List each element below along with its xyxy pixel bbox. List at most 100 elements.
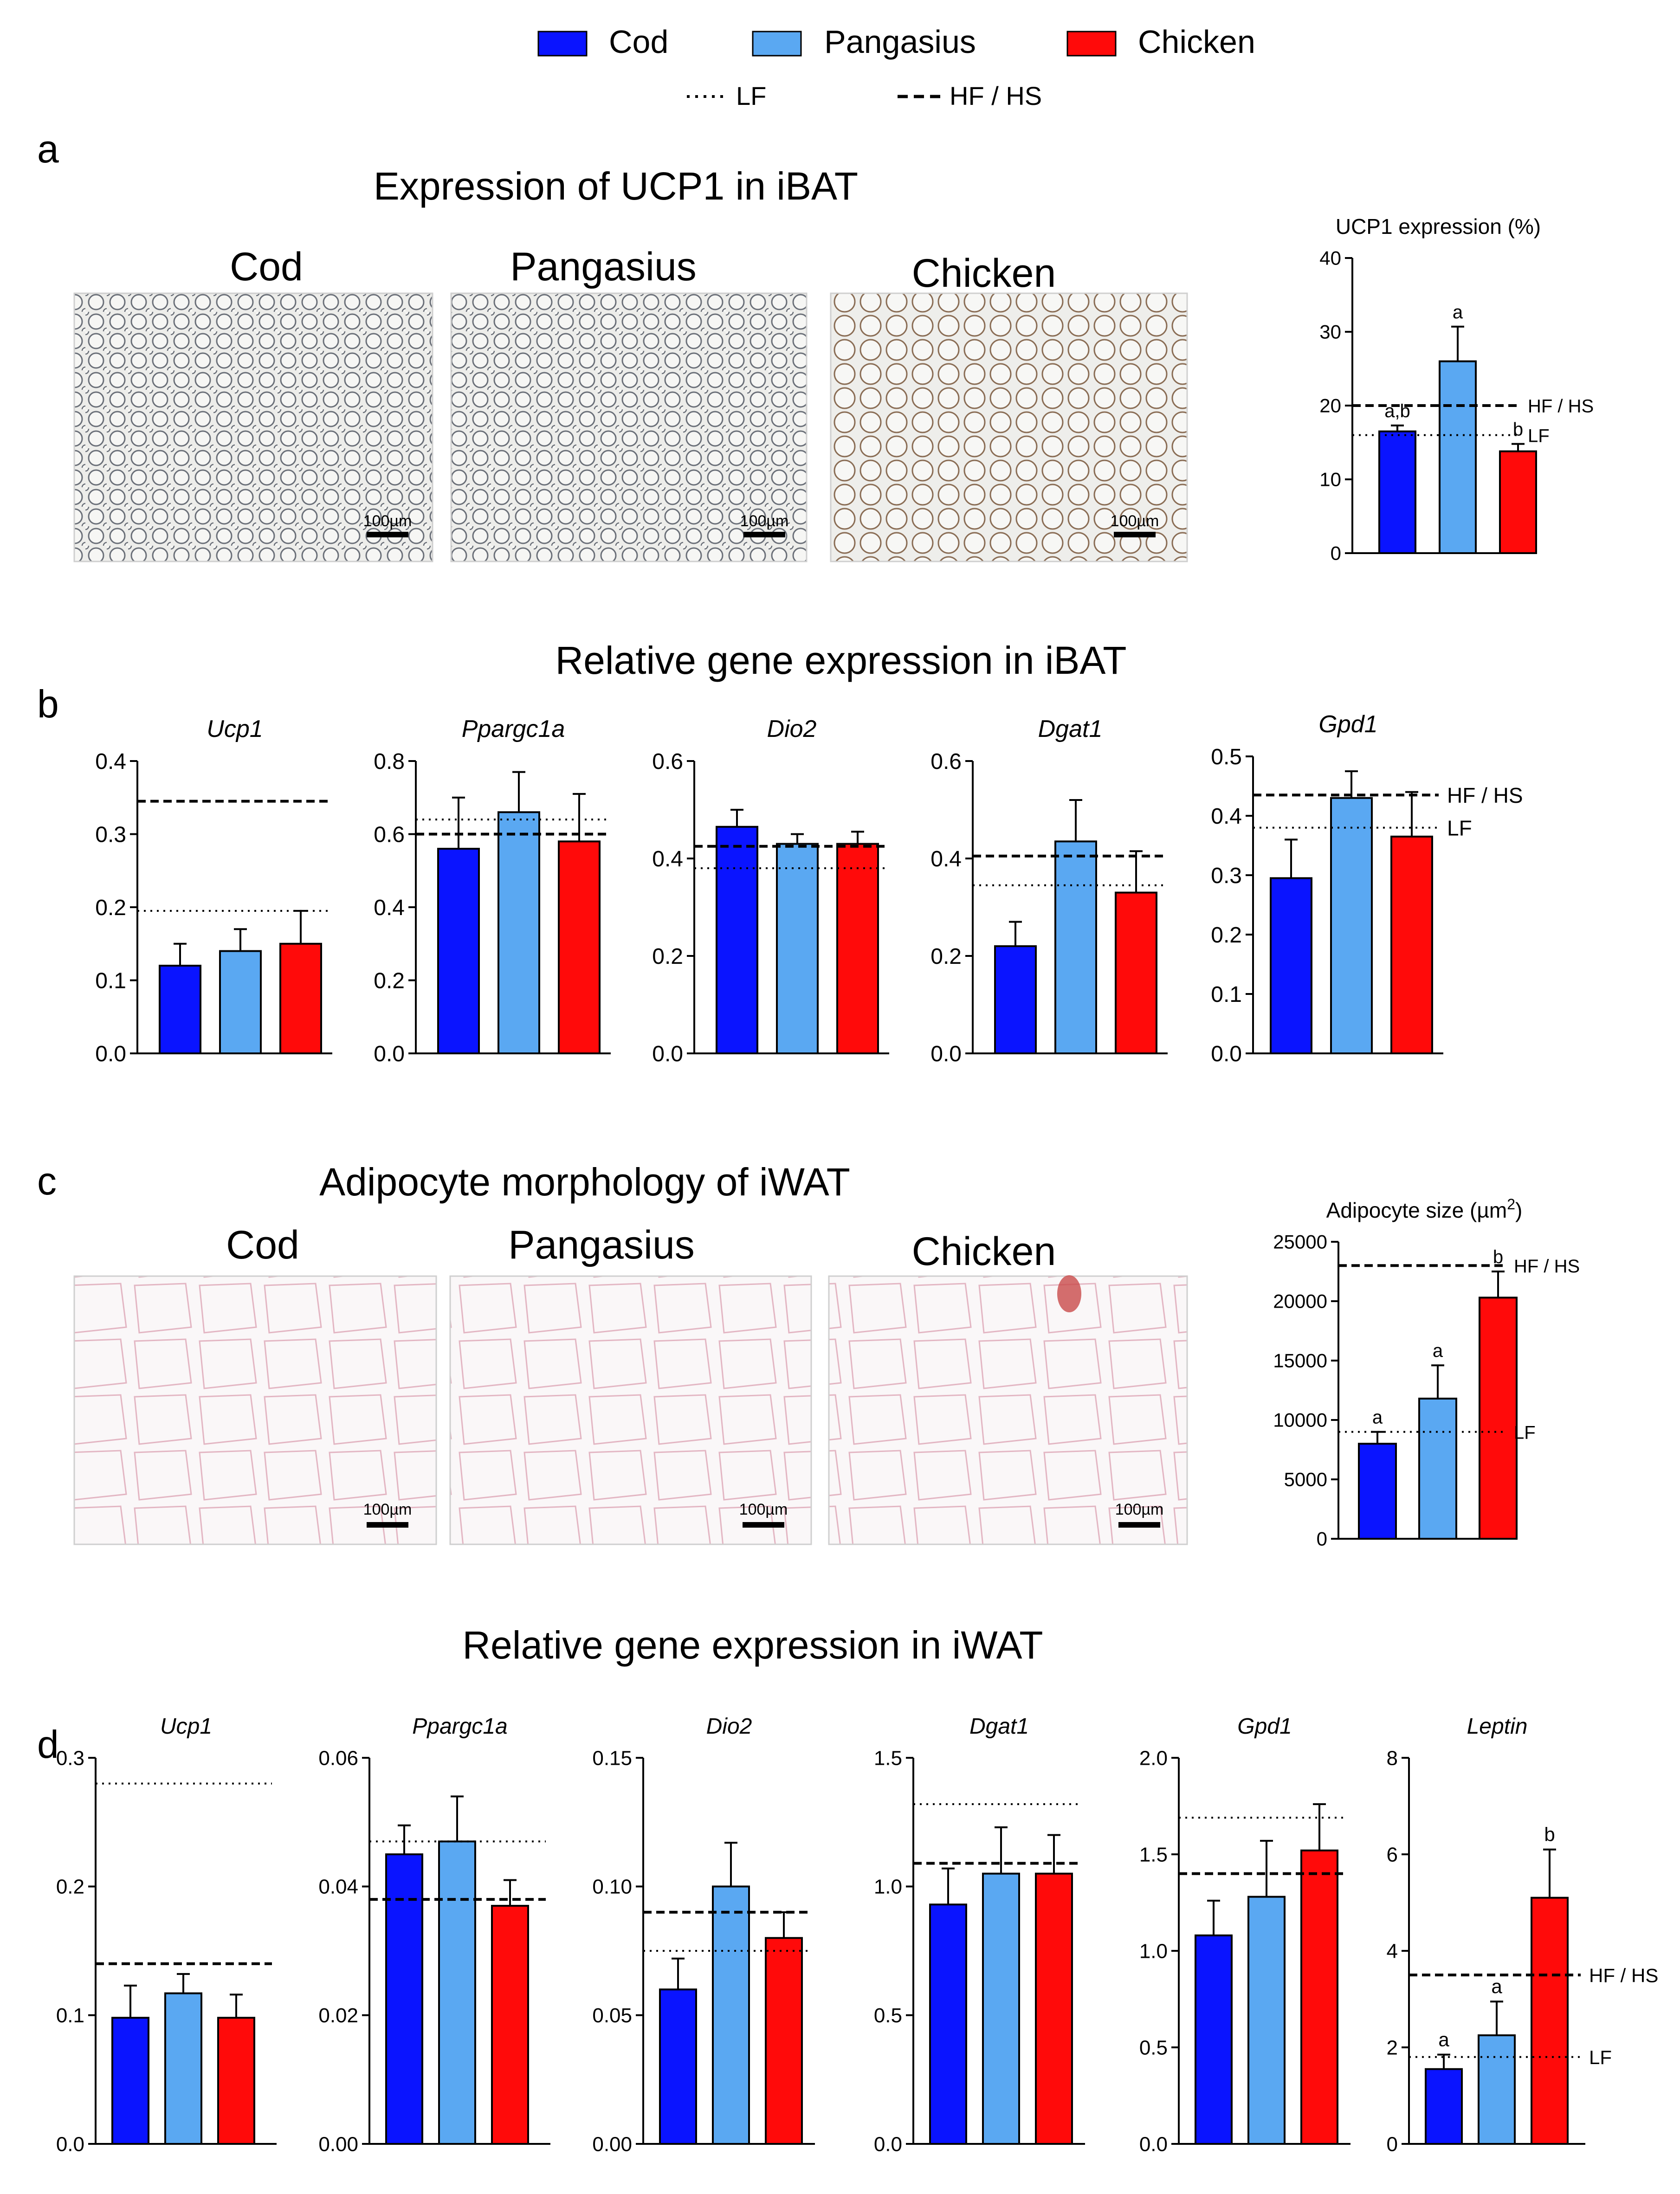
bar-chicken	[1115, 891, 1157, 1054]
y-tick-label: 8	[1387, 1747, 1398, 1769]
y-tick-label: 2.0	[1139, 1747, 1168, 1769]
bar-chicken	[217, 2017, 255, 2145]
legend-label-chicken: Chicken	[1138, 24, 1255, 60]
bar-pangasius	[982, 1872, 1020, 2145]
y-tick-label: 0.4	[930, 847, 962, 871]
chart-title: Dio2	[706, 1714, 752, 1739]
y-tick-label: 0.5	[874, 2004, 902, 2027]
reference-label-hfhs: HF / HS	[1514, 1256, 1580, 1277]
significance-label: a	[1372, 1407, 1383, 1428]
bar-chicken	[1531, 1897, 1569, 2145]
bar-chicken	[836, 843, 879, 1054]
y-tick-label: 1.5	[1139, 1843, 1168, 1866]
significance-label: b	[1544, 1824, 1555, 1846]
y-tick-label: 2	[1387, 2036, 1398, 2059]
bar-chicken	[491, 1904, 529, 2145]
bar-pangasius	[1054, 840, 1097, 1054]
chart-b-dio2: Dio2 0.0 0.2 0.4 0.6	[652, 716, 889, 1066]
photo-c-label-chicken: Chicken	[912, 1229, 1056, 1274]
y-tick-label: 4	[1387, 1940, 1398, 1962]
y-tick-label: 0.1	[56, 2004, 84, 2027]
bar-cod	[659, 1988, 697, 2145]
photo-c-label-pangasius: Pangasius	[508, 1223, 695, 1267]
y-tick-label: 15000	[1273, 1350, 1327, 1372]
y-tick-label: 0.2	[930, 944, 962, 969]
chart-title: Ucp1	[207, 716, 263, 742]
y-tick-label: 0.0	[930, 1042, 962, 1066]
chart-title: Ppargc1a	[412, 1714, 507, 1739]
histology-image-a-cod: 100µm	[73, 292, 433, 562]
legend: Cod Pangasius Chicken LF HF / HS	[537, 24, 1255, 110]
chart-title-superscript: 2	[1507, 1196, 1515, 1213]
significance-label: a	[1453, 302, 1463, 323]
bar-cod	[437, 848, 480, 1054]
y-tick-label: 0.5	[1211, 745, 1242, 769]
bar-pangasius	[438, 1840, 476, 2145]
y-tick-label: 1.0	[874, 1876, 902, 1898]
y-tick-label: 0.0	[652, 1042, 683, 1066]
y-tick-label: 0.0	[874, 2133, 902, 2155]
significance-label: a	[1433, 1341, 1443, 1361]
y-tick-label: 0.2	[374, 968, 405, 993]
chart-title: Ucp1	[160, 1714, 212, 1739]
legend-label-pangasius: Pangasius	[824, 24, 976, 60]
y-tick-label: 0.4	[652, 847, 683, 871]
reference-label-hfhs: HF / HS	[1528, 396, 1594, 417]
photo-a-label-chicken: Chicken	[912, 251, 1056, 296]
y-tick-label: 0.4	[1211, 804, 1242, 829]
panel-b-title: Relative gene expression in iBAT	[555, 639, 1126, 682]
bar-cod	[994, 945, 1037, 1054]
bar-chicken	[1479, 1297, 1518, 1540]
bar-chicken	[558, 840, 601, 1054]
y-tick-label: 20000	[1273, 1291, 1327, 1312]
chart-title: Ppargc1a	[462, 716, 565, 742]
histology-image-a-chicken: 100µm	[830, 292, 1188, 562]
chart-c-size: Adipocyte size (µm2) 0 5000 10000 15000 20000…	[1273, 1196, 1580, 1550]
y-tick-label: 0.3	[1211, 864, 1242, 888]
y-tick-label: 0.6	[374, 822, 405, 847]
scale-bar-label: 100µm	[740, 512, 789, 530]
bar-cod	[716, 826, 758, 1054]
bar-pangasius	[712, 1885, 750, 2145]
reference-label-lf: LF	[1528, 426, 1550, 446]
photo-a-label-cod: Cod	[230, 245, 303, 289]
significance-label: a,b	[1384, 401, 1410, 421]
bar-chicken	[1300, 1849, 1338, 2145]
chart-title: Dio2	[767, 716, 817, 742]
bar-chicken	[1390, 835, 1433, 1055]
panel-letter-d: d	[37, 1723, 59, 1766]
histology-image-c-chicken: 100µm	[828, 1275, 1188, 1545]
y-tick-label: 0.0	[95, 1042, 126, 1066]
bar-pangasius	[1439, 360, 1477, 554]
y-tick-label: 0.00	[318, 2133, 358, 2155]
y-tick-label: 0.06	[318, 1747, 358, 1769]
legend-label-hfhs: HF / HS	[950, 81, 1042, 110]
legend-swatch-cod	[537, 31, 588, 57]
y-tick-label: 0.05	[592, 2004, 632, 2027]
significance-label: b	[1513, 419, 1523, 440]
y-tick-label: 30	[1319, 321, 1341, 343]
bar-chicken	[765, 1937, 803, 2145]
reference-label-hfhs: HF / HS	[1447, 783, 1523, 807]
chart-b-gpd1: Gpd1 0.0 0.1 0.2 0.3 0.4 0.5 HF / HS LF	[1211, 711, 1523, 1066]
y-tick-label: 0.2	[56, 1876, 84, 1898]
y-tick-label: 0	[1317, 1528, 1327, 1550]
y-tick-label: 25000	[1273, 1231, 1327, 1253]
bar-pangasius	[219, 950, 262, 1054]
y-tick-label: 0.3	[56, 1747, 84, 1769]
chart-title: UCP1 expression (%)	[1336, 214, 1541, 239]
y-tick-label: 0.4	[95, 749, 126, 774]
y-tick-label: 1.5	[874, 1747, 902, 1769]
bar-pangasius	[498, 811, 540, 1054]
chart-d-gpd1: Gpd1 0.0 0.5 1.0 1.5 2.0	[1139, 1714, 1350, 2155]
bar-chicken	[1035, 1872, 1073, 2145]
chart-a-ucp1: UCP1 expression (%) 0 10 20 30 40 a,b a bHF / HS…	[1319, 214, 1594, 564]
chart-b-dgat1: Dgat1 0.0 0.2 0.4 0.6	[930, 716, 1168, 1066]
y-tick-label: 6	[1387, 1843, 1398, 1866]
panel-letter-b: b	[37, 682, 59, 726]
chart-b-ucp1: Ucp1 0.0 0.1 0.2 0.3 0.4	[95, 716, 332, 1066]
chart-b-ppargc1a: Ppargc1a 0.0 0.2 0.4 0.6 0.8	[374, 716, 611, 1066]
chart-title: Gpd1	[1318, 711, 1377, 738]
bar-cod	[1425, 2068, 1463, 2145]
